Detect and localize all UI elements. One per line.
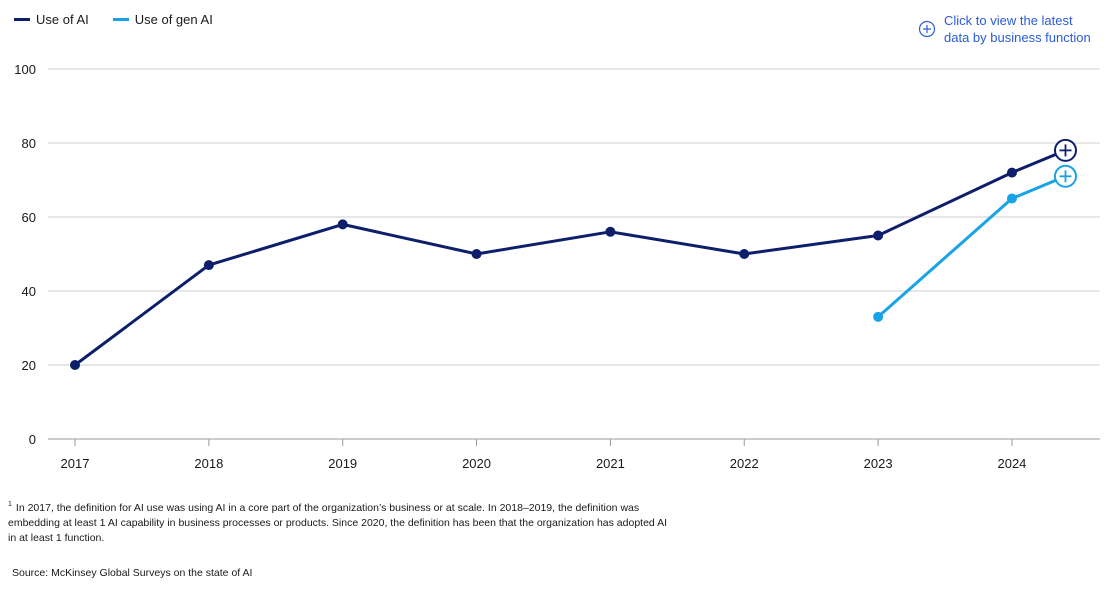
x-tick-label-2022: 2022 — [730, 456, 759, 471]
legend-swatch-use-of-ai — [14, 18, 30, 21]
y-tick-label-20: 20 — [22, 358, 36, 373]
data-point-use-of-ai-2017 — [70, 360, 80, 370]
y-tick-label-80: 80 — [22, 136, 36, 151]
x-tick-label-2024: 2024 — [997, 456, 1026, 471]
legend-item-use-of-gen-ai: Use of gen AI — [112, 12, 213, 27]
data-point-use-of-ai-2020 — [471, 249, 482, 259]
cta-line-1: Click to view the latest — [944, 13, 1073, 28]
plus-circle-icon — [918, 20, 936, 38]
legend-item-use-of-ai: Use of AI — [14, 12, 89, 27]
footnote-text: In 2017, the definition for AI use was u… — [8, 502, 668, 544]
legend-label-use-of-gen-ai: Use of gen AI — [134, 12, 213, 27]
series-line-use-of-ai — [73, 148, 1067, 367]
y-tick-label-100: 100 — [14, 62, 36, 77]
y-tick-label-0: 0 — [29, 432, 36, 447]
view-business-function-link[interactable]: Click to view the latest data by busines… — [918, 12, 1104, 46]
x-tick-label-2018: 2018 — [194, 456, 223, 471]
data-point-use-of-ai-2024 — [1006, 167, 1017, 178]
chart-legend: Use of AI Use of gen AI — [14, 12, 237, 27]
x-tick-label-2020: 2020 — [462, 456, 491, 471]
y-tick-label-40: 40 — [22, 284, 36, 299]
data-point-use-of-gen-ai-2024 — [1006, 193, 1017, 204]
series-line-use-of-gen-ai — [876, 174, 1067, 319]
data-point-use-of-ai-2022 — [739, 249, 750, 259]
source-note: Source: McKinsey Global Surveys on the s… — [12, 567, 253, 579]
footnote: 1 In 2017, the definition for AI use was … — [8, 501, 678, 546]
x-tick-label-2021: 2021 — [596, 456, 625, 471]
y-tick-label-60: 60 — [22, 210, 36, 225]
data-point-use-of-ai-2021 — [605, 226, 616, 237]
cta-line-2: data by business function — [944, 30, 1091, 45]
legend-label-use-of-ai: Use of AI — [36, 12, 89, 27]
data-point-use-of-ai-2019 — [337, 219, 348, 230]
cta-text: Click to view the latest data by busines… — [944, 12, 1104, 46]
x-tick-label-2019: 2019 — [328, 456, 357, 471]
legend-swatch-use-of-gen-ai — [112, 18, 129, 21]
line-chart: 0 20 40 60 80 100 2017 2018 2019 2020 2021 2022 2023… — [14, 62, 1100, 471]
data-point-use-of-ai-2023 — [873, 230, 884, 241]
footnote-marker: 1 — [8, 501, 12, 508]
x-tick-label-2023: 2023 — [864, 456, 893, 471]
x-tick-label-2017: 2017 — [61, 456, 90, 471]
data-point-use-of-ai-2018 — [203, 260, 214, 271]
data-point-use-of-gen-ai-2023 — [873, 311, 884, 322]
